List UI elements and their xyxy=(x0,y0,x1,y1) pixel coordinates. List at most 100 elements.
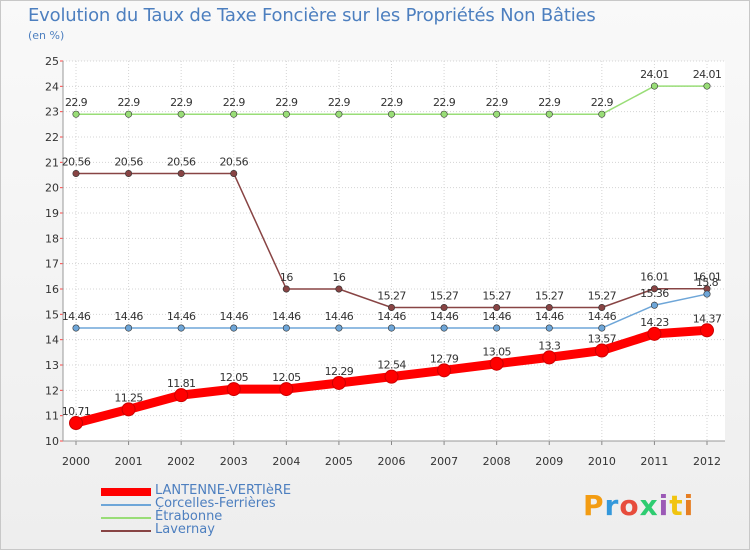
data-point xyxy=(493,303,501,311)
data-point xyxy=(335,324,343,332)
data-point xyxy=(598,110,606,118)
data-point xyxy=(121,402,136,417)
logo-letter: r xyxy=(604,489,620,522)
data-point xyxy=(72,324,80,332)
data-label: 15.36 xyxy=(640,287,669,300)
data-label: 22.9 xyxy=(275,96,298,109)
data-point xyxy=(489,356,504,371)
chart-title: Evolution du Taux de Taxe Foncière sur l… xyxy=(28,5,596,26)
logo-letter: t xyxy=(669,489,684,522)
data-point xyxy=(440,110,448,118)
y-tick-label: 11 xyxy=(45,410,59,423)
data-label: 13.57 xyxy=(588,333,617,346)
x-tick-label: 2009 xyxy=(535,455,563,468)
data-label: 22.9 xyxy=(223,96,246,109)
x-tick-label: 2006 xyxy=(378,455,406,468)
data-label: 16 xyxy=(333,271,346,284)
logo-letter: P xyxy=(583,489,605,522)
y-tick-label: 18 xyxy=(45,232,59,245)
data-point xyxy=(230,324,238,332)
legend-swatch xyxy=(101,530,151,532)
data-point xyxy=(335,285,343,293)
data-point xyxy=(177,169,185,177)
data-point xyxy=(69,416,83,431)
y-tick-label: 19 xyxy=(45,207,59,220)
data-label: 22.9 xyxy=(170,96,193,109)
data-label: 20.56 xyxy=(114,155,143,168)
data-point xyxy=(177,324,185,332)
data-label: 14.46 xyxy=(482,310,511,323)
data-point xyxy=(230,110,238,118)
plot-background xyxy=(63,61,725,441)
legend-label: Lavernay xyxy=(155,522,215,537)
x-tick-label: 2005 xyxy=(325,455,353,468)
data-label: 15.27 xyxy=(535,289,564,302)
data-label: 14.46 xyxy=(535,310,564,323)
data-point xyxy=(440,324,448,332)
data-label: 11.25 xyxy=(114,391,143,404)
series-layer xyxy=(69,82,714,431)
data-point xyxy=(594,343,609,358)
data-label: 13.3 xyxy=(538,339,561,352)
data-label: 14.46 xyxy=(220,310,249,323)
data-label: 13.05 xyxy=(482,346,511,359)
data-point xyxy=(282,324,290,332)
data-label: 16.01 xyxy=(693,271,722,284)
legend-swatch xyxy=(101,488,151,496)
x-tick-label: 2000 xyxy=(62,455,90,468)
data-point xyxy=(335,110,343,118)
data-label: 14.46 xyxy=(114,310,143,323)
data-label: 15.27 xyxy=(588,289,617,302)
y-tick-label: 24 xyxy=(45,80,59,93)
y-tick-label: 16 xyxy=(45,283,59,296)
data-point xyxy=(493,324,501,332)
x-tick-label: 2001 xyxy=(115,455,143,468)
y-tick-label: 20 xyxy=(45,182,59,195)
y-tick-label: 25 xyxy=(45,55,59,68)
data-label: 14.46 xyxy=(325,310,354,323)
data-label: 20.56 xyxy=(220,155,249,168)
data-label: 20.56 xyxy=(167,155,196,168)
data-label: 12.54 xyxy=(377,359,406,372)
data-point xyxy=(542,350,557,365)
data-point xyxy=(440,303,448,311)
data-label: 22.9 xyxy=(433,96,456,109)
data-label: 22.9 xyxy=(118,96,141,109)
data-point xyxy=(282,110,290,118)
logo-letter: x xyxy=(639,489,659,522)
y-tick-label: 21 xyxy=(45,156,59,169)
data-point xyxy=(282,285,290,293)
data-label: 10.71 xyxy=(62,405,91,418)
x-tick-label: 2012 xyxy=(693,455,721,468)
data-point xyxy=(545,324,553,332)
data-point xyxy=(598,324,606,332)
legend-swatch xyxy=(101,504,151,506)
y-axis-unit-label: (en %) xyxy=(28,29,65,42)
y-tick-label: 12 xyxy=(45,384,59,397)
data-label: 24.01 xyxy=(693,68,722,81)
x-tick-label: 2010 xyxy=(588,455,616,468)
y-tick-label: 10 xyxy=(45,435,59,448)
grid-layer xyxy=(63,60,725,442)
data-point xyxy=(384,369,399,384)
data-point xyxy=(174,388,189,403)
data-label: 22.9 xyxy=(380,96,403,109)
data-point xyxy=(703,290,711,298)
data-point xyxy=(230,169,238,177)
legend-label: LANTENNE-VERTIèRE xyxy=(155,483,292,498)
data-point xyxy=(226,382,241,397)
data-point xyxy=(279,382,294,397)
data-point xyxy=(125,110,133,118)
data-label: 14.23 xyxy=(640,316,669,329)
y-tick-label: 23 xyxy=(45,106,59,119)
data-label: 11.81 xyxy=(167,377,196,390)
y-tick-label: 17 xyxy=(45,258,59,271)
data-point xyxy=(700,323,714,338)
data-label: 16.01 xyxy=(640,271,669,284)
data-point xyxy=(647,326,662,341)
data-point xyxy=(72,110,80,118)
data-label: 24.01 xyxy=(640,68,669,81)
data-label: 15.27 xyxy=(377,289,406,302)
data-label: 14.37 xyxy=(693,312,722,325)
